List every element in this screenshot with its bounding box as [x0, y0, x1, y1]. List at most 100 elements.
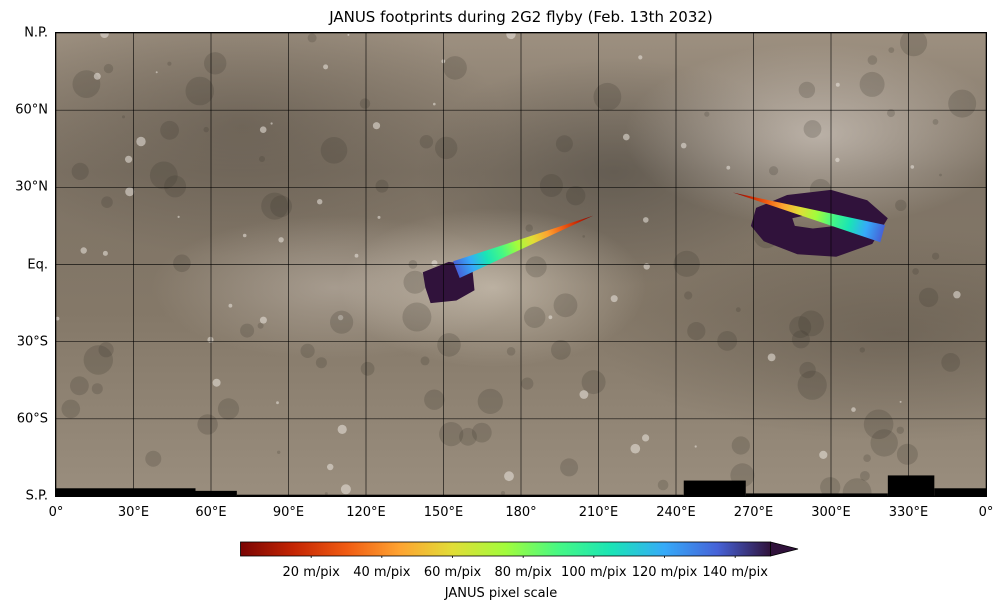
bright-crater [835, 82, 840, 87]
bright-crater [347, 33, 350, 36]
map-overlay [56, 33, 986, 496]
bright-crater [610, 295, 618, 303]
bright-crater [506, 33, 516, 40]
dark-terrain [582, 235, 585, 238]
dark-terrain [731, 436, 750, 455]
dark-terrain [842, 478, 872, 496]
dark-terrain [820, 477, 841, 496]
dark-terrain [71, 162, 89, 180]
bright-crater [136, 136, 146, 147]
dark-terrain [204, 52, 227, 75]
bright-crater [835, 157, 840, 163]
dark-terrain [859, 347, 865, 353]
x-tick-label: 30°E [117, 505, 150, 520]
colorbar-tick-label: 40 m/pix [353, 565, 411, 580]
bright-crater [278, 237, 284, 243]
bright-crater [242, 233, 247, 238]
dark-terrain [525, 224, 533, 232]
dark-terrain [769, 166, 779, 176]
bright-crater [327, 463, 334, 471]
dark-terrain [560, 458, 579, 477]
x-tick-label: 150°E [423, 505, 464, 520]
bright-crater [125, 155, 133, 163]
bright-crater [623, 133, 630, 141]
dark-terrain [471, 422, 492, 443]
dark-terrain [704, 111, 710, 117]
bright-crater [643, 217, 649, 223]
bright-crater [899, 400, 902, 403]
no-data-region [887, 475, 935, 496]
bright-crater [372, 122, 381, 130]
bright-crater [433, 102, 436, 106]
colorbar-tick-label: 140 m/pix [702, 565, 768, 580]
dark-terrain [439, 422, 464, 447]
dark-terrain [859, 71, 885, 97]
dark-terrain [735, 307, 741, 313]
dark-terrain [403, 270, 427, 294]
dark-terrain [61, 399, 81, 419]
dark-terrain [443, 56, 467, 80]
dark-terrain [555, 135, 573, 153]
x-tick-label: 0° [978, 505, 994, 520]
bright-crater [317, 199, 323, 205]
dark-terrain [581, 370, 606, 395]
y-tick-label: 30°N [15, 179, 48, 195]
dark-terrain [551, 340, 571, 360]
dark-terrain [896, 426, 904, 434]
dark-terrain [419, 135, 434, 149]
dark-terrain [524, 306, 546, 328]
dark-terrain [103, 63, 114, 74]
dark-terrain [500, 491, 506, 496]
dark-terrain [941, 353, 961, 372]
bright-crater [548, 315, 553, 320]
ganymede-map [55, 32, 987, 497]
dark-terrain [789, 316, 812, 339]
dark-terrain [593, 82, 622, 111]
y-tick-label: Eq. [27, 257, 48, 272]
dark-terrain [860, 471, 870, 481]
dark-terrain [459, 427, 477, 446]
dark-terrain [424, 389, 445, 410]
bright-crater [638, 55, 643, 60]
dark-terrain [799, 361, 816, 379]
colorbar-tick-label: 100 m/pix [561, 565, 627, 580]
bright-crater [125, 187, 135, 197]
dark-terrain [315, 357, 327, 369]
dark-terrain [420, 356, 430, 366]
footprint-1-pixel-scale-swath [453, 215, 594, 278]
no-data-region [236, 494, 684, 496]
dark-terrain [918, 287, 939, 308]
y-tick-label: N.P. [24, 25, 48, 41]
bright-crater [726, 165, 731, 170]
x-tick-label: 300°E [811, 505, 851, 520]
dark-terrain [435, 136, 458, 160]
bright-crater [642, 434, 650, 442]
dark-terrain [261, 192, 289, 220]
dark-terrain [948, 89, 977, 118]
x-tick-label: 60°E [195, 505, 227, 520]
bright-crater [377, 215, 381, 219]
dark-terrain [257, 322, 264, 329]
dark-terrain [867, 55, 878, 65]
dark-terrain [360, 361, 375, 376]
dark-terrain [566, 186, 586, 206]
dark-terrain [197, 414, 218, 435]
x-tick-label: 120°E [346, 505, 386, 520]
no-data-region [745, 493, 888, 496]
colorbar-tick-label: 120 m/pix [631, 565, 698, 580]
bright-crater [270, 122, 273, 125]
bright-crater [276, 401, 279, 405]
dark-terrain [687, 322, 706, 341]
dark-terrain [300, 343, 315, 358]
bright-crater [102, 250, 108, 256]
dark-terrain [185, 76, 215, 106]
dark-terrain [101, 196, 113, 208]
dark-terrain [98, 342, 114, 358]
dark-terrain [307, 33, 317, 43]
y-tick-label: 60°S [16, 411, 48, 427]
bright-crater [323, 64, 329, 70]
bright-crater [694, 445, 697, 448]
dark-terrain [803, 120, 822, 138]
x-tick-label: 180° [505, 505, 537, 520]
bright-crater [767, 353, 776, 362]
